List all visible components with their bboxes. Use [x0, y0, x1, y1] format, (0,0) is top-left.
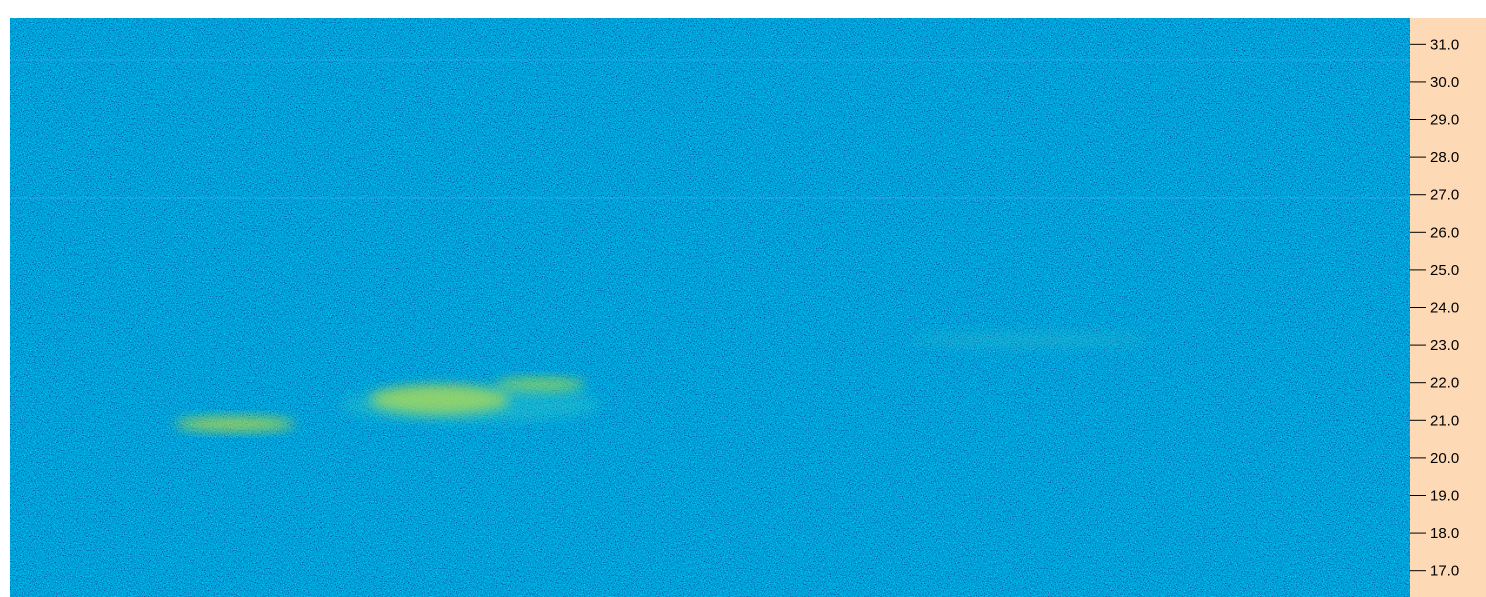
tick-label: 31.0	[1430, 36, 1459, 53]
title-strip	[0, 0, 1486, 18]
tick-label: 20.0	[1430, 450, 1459, 467]
tick-label: 22.0	[1430, 375, 1459, 392]
tick-label: 17.0	[1430, 563, 1459, 580]
tick-label: 27.0	[1430, 187, 1459, 204]
tick-label: 30.0	[1430, 74, 1459, 91]
meteor-echo-halo	[340, 387, 600, 423]
frequency-axis: 17.0 18.0 19.0 20.0 21.0 22.0 23.0 24.0 25.0 26.0…	[1410, 18, 1486, 597]
tick-label: 26.0	[1430, 224, 1459, 241]
spectrogram-plot	[10, 18, 1410, 597]
tick-label: 28.0	[1430, 149, 1459, 166]
left-border	[0, 18, 10, 597]
meteor-echo	[175, 417, 295, 431]
tick-label: 23.0	[1430, 337, 1459, 354]
tick-label: 24.0	[1430, 299, 1459, 316]
tick-label: 19.0	[1430, 487, 1459, 504]
tick-label: 18.0	[1430, 525, 1459, 542]
plot-noise	[10, 18, 1410, 597]
faint-echo	[910, 332, 1150, 348]
tick-label: 29.0	[1430, 111, 1459, 128]
tick-label: 25.0	[1430, 262, 1459, 279]
tick-label: 21.0	[1430, 412, 1459, 429]
